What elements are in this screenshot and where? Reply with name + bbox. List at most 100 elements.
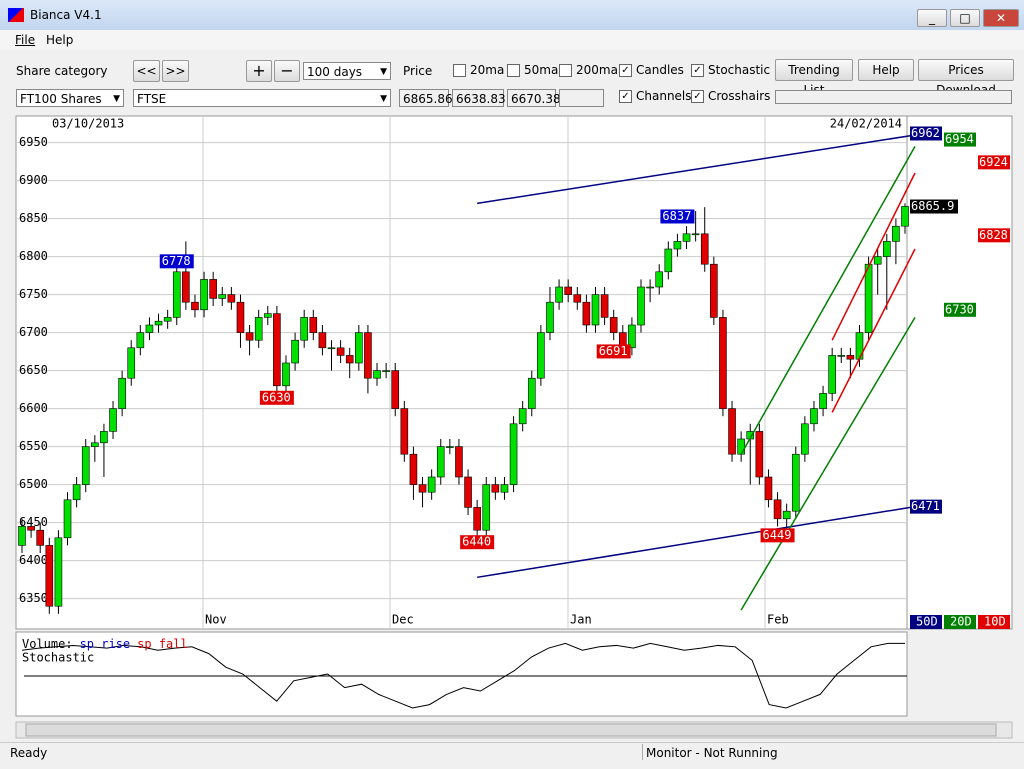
button[interactable]: Prices Download <box>918 59 1014 97</box>
annotation: 6691 <box>599 344 628 358</box>
button[interactable]: Trending List <box>775 59 853 97</box>
candle-body <box>873 256 882 265</box>
candle-body <box>345 355 354 364</box>
checkbox-label: 200ma <box>576 63 618 77</box>
minimize-button[interactable]: _ <box>917 9 947 27</box>
candle-body <box>418 484 427 493</box>
annotation-bg <box>660 209 695 224</box>
month-label: Dec <box>392 613 414 627</box>
maximize-button[interactable]: □ <box>950 9 980 27</box>
candle-body <box>755 431 764 478</box>
candle-body <box>227 294 236 303</box>
price-field: 6638.83 <box>452 89 506 107</box>
status-bar: Ready Monitor - Not Running <box>0 742 1024 769</box>
y-tick-label: 6800 <box>19 249 48 263</box>
zoom-in-button[interactable]: + <box>246 60 272 82</box>
checkbox[interactable]: ✓ <box>691 64 704 77</box>
menu-item[interactable]: Help <box>46 33 74 47</box>
candle-body <box>773 499 782 520</box>
checkbox[interactable] <box>453 64 466 77</box>
candle-body <box>36 529 45 546</box>
candle-body <box>127 347 136 379</box>
candle-body <box>236 301 245 333</box>
candle-body <box>892 225 900 242</box>
label: Price <box>403 64 433 78</box>
y-tick-label: 6500 <box>19 477 48 491</box>
menu-item[interactable]: File <box>15 33 36 47</box>
last-price-bg <box>910 199 958 214</box>
candle-body <box>145 324 154 333</box>
candle-body <box>136 332 145 349</box>
candle-body <box>473 507 481 531</box>
candle-body <box>309 317 318 333</box>
checkbox[interactable]: ✓ <box>619 90 632 103</box>
checkbox[interactable] <box>507 64 520 77</box>
month-label: Nov <box>205 613 227 627</box>
zoom-out-button[interactable]: − <box>274 60 300 82</box>
month-label: Feb <box>767 613 789 627</box>
candle-body <box>364 332 372 379</box>
button[interactable]: Help <box>858 59 914 81</box>
candle-body <box>764 476 773 501</box>
channel-line <box>477 505 916 579</box>
channel-key: 10D <box>984 615 1006 629</box>
category: FT100 Shares <box>20 92 102 106</box>
channel-label: 6471 <box>911 499 940 513</box>
candle-body <box>828 355 836 394</box>
candle-body <box>491 484 500 493</box>
candle-body <box>154 320 163 326</box>
candle-body <box>819 393 827 409</box>
candle-body <box>200 279 208 311</box>
candle-body <box>191 301 199 311</box>
index-select[interactable]: FTSE ▼ <box>133 89 391 107</box>
channel-label: 6954 <box>945 132 974 146</box>
candle-body <box>355 332 363 364</box>
app-icon <box>8 8 24 22</box>
candle-body <box>609 317 618 333</box>
candle-body <box>573 294 582 303</box>
channel-label-bg <box>978 155 1010 170</box>
checkbox-label: 20ma <box>470 63 505 77</box>
checkbox-label: Stochastic <box>708 63 771 77</box>
category-select[interactable]: FT100 Shares ▼ <box>16 89 124 107</box>
candle-body <box>327 347 336 350</box>
legend-item: sp fall <box>137 637 188 651</box>
candle-body <box>391 370 400 409</box>
next-button[interactable]: >> <box>162 60 189 82</box>
checkbox-label: Crosshairs <box>708 89 771 103</box>
candle-body <box>801 423 809 455</box>
annotation-bg <box>259 390 294 405</box>
candle-body <box>254 317 263 341</box>
y-tick-label: 6700 <box>19 325 48 339</box>
candle-body <box>273 313 281 387</box>
candle-body <box>837 355 846 357</box>
channel-line <box>740 146 916 455</box>
checkbox[interactable]: ✓ <box>619 64 632 77</box>
candle-body <box>500 484 509 493</box>
label-column <box>906 115 1013 630</box>
channel-label-bg <box>910 126 942 141</box>
candle-body <box>846 355 855 360</box>
period-select[interactable]: 100 days ▼ <box>303 62 391 80</box>
checkbox[interactable]: ✓ <box>691 90 704 103</box>
candle-body <box>637 286 645 326</box>
menu-bar: File Help <box>0 30 1024 50</box>
checkbox[interactable] <box>559 64 572 77</box>
legend-item: sp rise <box>80 637 131 651</box>
prev-button[interactable]: << <box>133 60 160 82</box>
annotation: 6449 <box>763 528 792 542</box>
channel-label-bg <box>944 132 976 147</box>
candle-body <box>482 484 491 531</box>
candle-body <box>655 271 664 288</box>
scroll-thumb <box>25 723 997 737</box>
candle-body <box>209 279 217 299</box>
candle-body <box>318 332 327 349</box>
channel-key-bg <box>910 615 942 629</box>
candle-body <box>81 446 90 485</box>
y-tick-label: 6550 <box>19 439 48 453</box>
close-button[interactable]: ✕ <box>983 9 1019 27</box>
candle-body <box>901 206 909 227</box>
y-tick-label: 6850 <box>19 211 48 225</box>
channel-label: 6924 <box>979 155 1008 169</box>
lower-panel <box>15 631 908 717</box>
